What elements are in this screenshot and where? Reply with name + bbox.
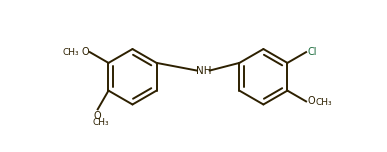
Text: CH₃: CH₃	[92, 118, 109, 127]
Text: CH₃: CH₃	[62, 48, 79, 57]
Text: O: O	[81, 47, 89, 57]
Text: CH₃: CH₃	[315, 98, 332, 107]
Text: Cl: Cl	[308, 47, 317, 57]
Text: O: O	[94, 111, 101, 121]
Text: O: O	[308, 96, 315, 106]
Text: NH: NH	[195, 66, 211, 76]
